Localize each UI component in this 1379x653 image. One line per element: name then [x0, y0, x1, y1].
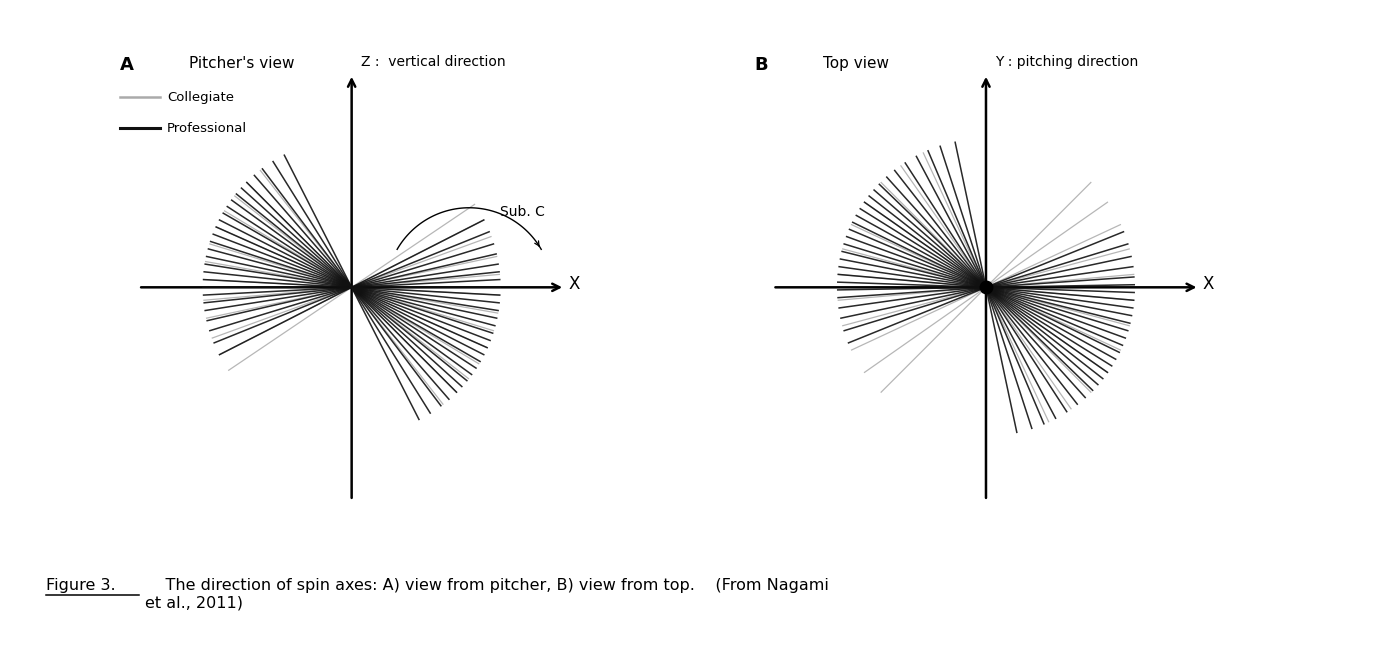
Text: Sub. C: Sub. C	[501, 204, 545, 219]
Text: Collegiate: Collegiate	[167, 91, 234, 104]
Text: B: B	[754, 56, 768, 74]
Text: A: A	[120, 56, 134, 74]
Text: Y : pitching direction: Y : pitching direction	[996, 54, 1138, 69]
Text: Professional: Professional	[167, 121, 247, 135]
Text: The direction of spin axes: A) view from pitcher, B) view from top.    (From Nag: The direction of spin axes: A) view from…	[145, 578, 829, 611]
Text: Z :  vertical direction: Z : vertical direction	[361, 54, 505, 69]
Text: X: X	[568, 275, 581, 293]
Text: Top view: Top view	[823, 56, 889, 71]
Text: X: X	[1202, 275, 1215, 293]
Text: Pitcher's view: Pitcher's view	[189, 56, 294, 71]
Text: Figure 3.: Figure 3.	[46, 578, 114, 593]
